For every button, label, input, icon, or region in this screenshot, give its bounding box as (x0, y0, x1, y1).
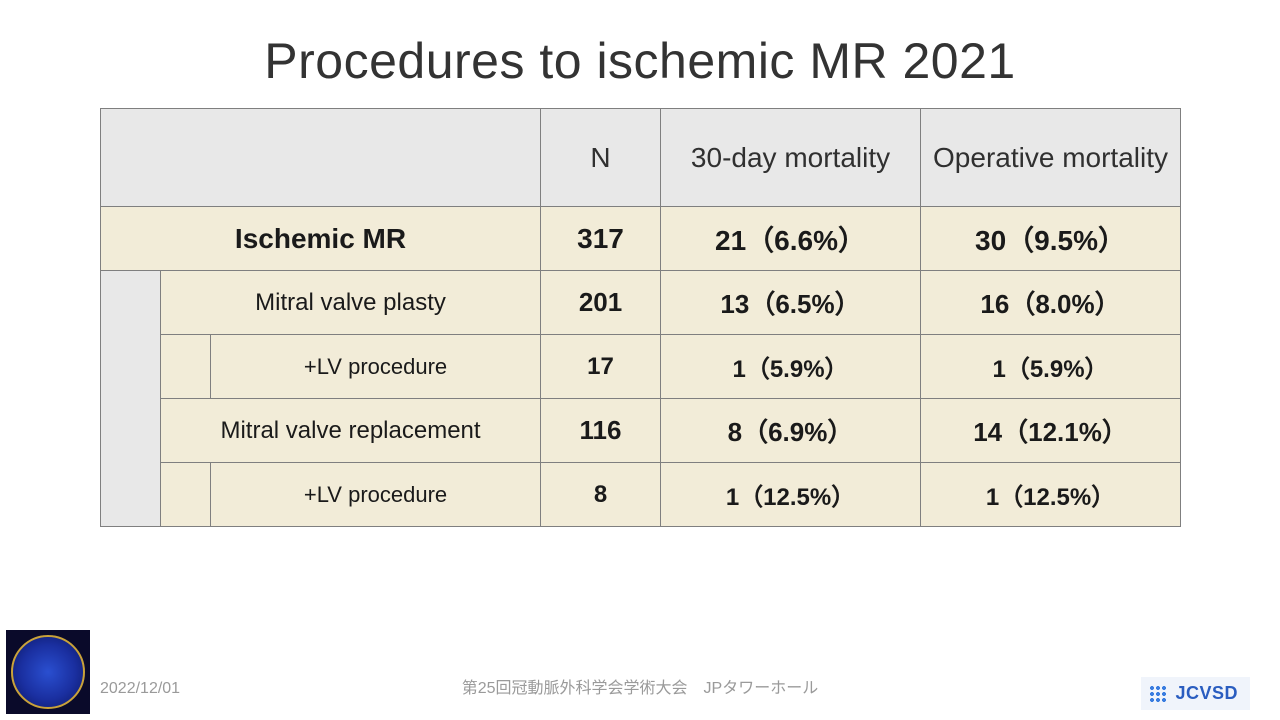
table-row: Mitral valve replacement 116 8（6.9%） 14（… (101, 399, 1181, 463)
row-label: +LV procedure (211, 463, 541, 527)
indent-spacer (101, 271, 161, 527)
row-n: 8 (541, 463, 661, 527)
table-row: Mitral valve plasty 201 13（6.5%） 16（8.0%… (101, 271, 1181, 335)
footer-date: 2022/12/01 (100, 680, 180, 698)
indent-spacer-2 (161, 463, 211, 527)
row-op: 14（12.1%） (921, 399, 1181, 463)
row-n: 116 (541, 399, 661, 463)
row-op: 16（8.0%） (921, 271, 1181, 335)
header-d30: 30-day mortality (661, 109, 921, 207)
header-n: N (541, 109, 661, 207)
procedures-table: N 30-day mortality Operative mortality I… (100, 108, 1180, 527)
category-d30: 21（6.6%） (661, 207, 921, 271)
category-op: 30（9.5%） (921, 207, 1181, 271)
row-label: Mitral valve plasty (161, 271, 541, 335)
row-label: Mitral valve replacement (161, 399, 541, 463)
row-d30: 1（5.9%） (661, 335, 921, 399)
category-label: Ischemic MR (101, 207, 541, 271)
table-header-row: N 30-day mortality Operative mortality (101, 109, 1181, 207)
table-row: +LV procedure 8 1（12.5%） 1（12.5%） (101, 463, 1181, 527)
footer: 2022/12/01 第25回冠動脈外科学会学術大会 JPタワーホール (0, 676, 1280, 706)
row-op: 1（5.9%） (921, 335, 1181, 399)
table-row: +LV procedure 17 1（5.9%） 1（5.9%） (101, 335, 1181, 399)
category-row: Ischemic MR 317 21（6.6%） 30（9.5%） (101, 207, 1181, 271)
row-n: 201 (541, 271, 661, 335)
row-n: 17 (541, 335, 661, 399)
row-d30: 8（6.9%） (661, 399, 921, 463)
category-n: 317 (541, 207, 661, 271)
slide-title: Procedures to ischemic MR 2021 (0, 32, 1280, 90)
header-op: Operative mortality (921, 109, 1181, 207)
indent-spacer-2 (161, 335, 211, 399)
row-op: 1（12.5%） (921, 463, 1181, 527)
footer-conference: 第25回冠動脈外科学会学術大会 JPタワーホール (462, 674, 818, 698)
row-d30: 13（6.5%） (661, 271, 921, 335)
row-d30: 1（12.5%） (661, 463, 921, 527)
header-blank (101, 109, 541, 207)
jcvsd-logo: JCVSD (1141, 677, 1250, 710)
row-label: +LV procedure (211, 335, 541, 399)
slide: Procedures to ischemic MR 2021 N 30-day … (0, 0, 1280, 720)
